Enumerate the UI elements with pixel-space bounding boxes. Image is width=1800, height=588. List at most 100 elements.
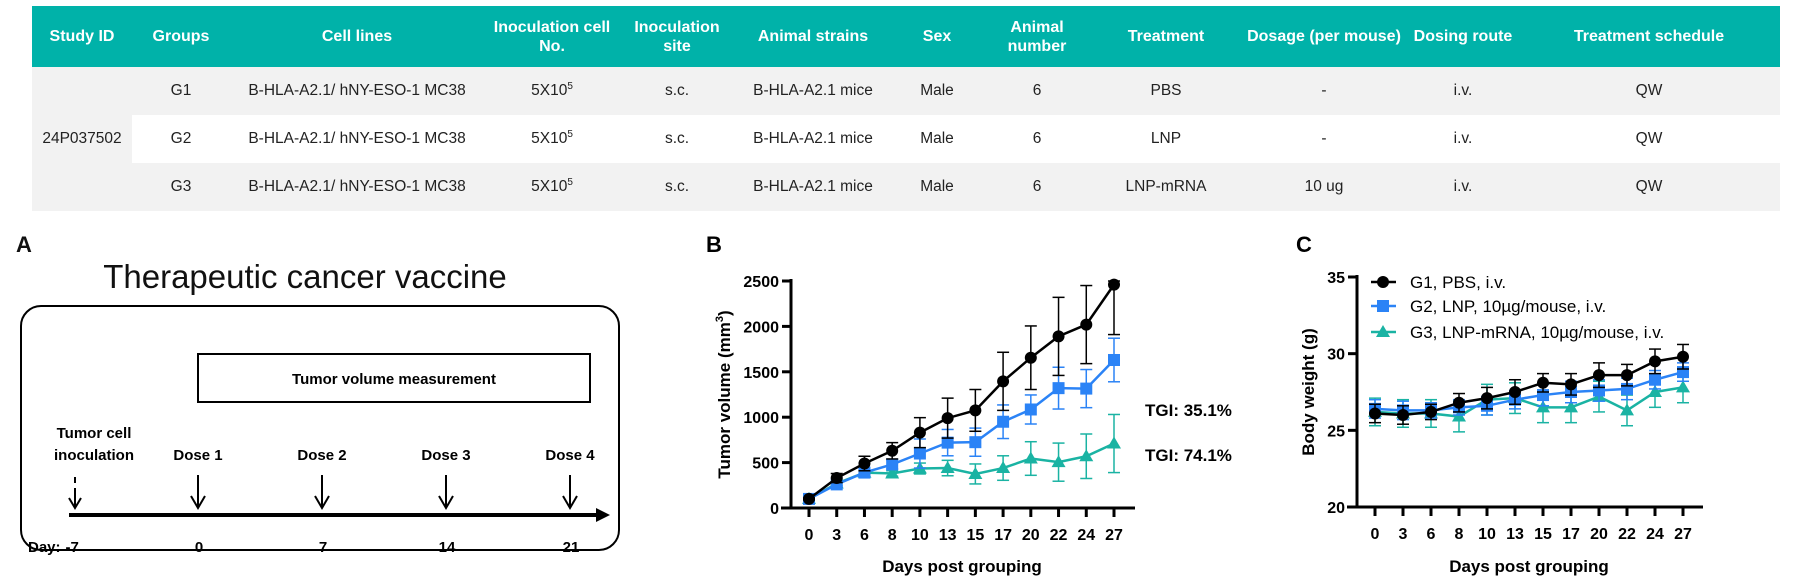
- treatment-schematic: Tumor volume measurement Tumor cell inoc…: [20, 305, 620, 556]
- measurement-box: [197, 353, 591, 403]
- col-header: Treatment: [1092, 6, 1240, 67]
- y-tick-label: 1500: [743, 365, 779, 382]
- cell-schedule: QW: [1518, 67, 1780, 115]
- cell-no-base: 5X10: [531, 82, 568, 100]
- legend-label: G3, LNP-mRNA, 10µg/mouse, i.v.: [1410, 323, 1664, 342]
- cell-cell-line: B-HLA-A2.1/ hNY-ESO-1 MC38: [230, 67, 484, 115]
- study-design-table: Study ID Groups Cell lines Inoculation c…: [32, 6, 1780, 211]
- marker-triangle: [968, 466, 983, 479]
- marker-circle: [830, 472, 843, 485]
- series-line: [808, 359, 1115, 501]
- marker-triangle: [885, 466, 900, 479]
- marker-circle: [969, 404, 982, 417]
- timeline-arrowhead-icon: [596, 508, 610, 522]
- legend-item: G1, PBS, i.v.: [1371, 273, 1506, 292]
- cell-dosage: -: [1240, 115, 1408, 163]
- cell-cell-line: B-HLA-A2.1/ hNY-ESO-1 MC38: [230, 163, 484, 211]
- cell-no-exponent: 5: [567, 81, 573, 93]
- x-axis-label: Days post grouping: [882, 557, 1042, 576]
- marker-square: [858, 466, 871, 479]
- table-row: G3 B-HLA-A2.1/ hNY-ESO-1 MC38 5X105 s.c. B-H…: [32, 163, 1780, 211]
- marker-square: [941, 436, 954, 449]
- marker-triangle: [1648, 385, 1662, 397]
- cell-treatment: LNP: [1092, 115, 1240, 163]
- marker-circle: [1481, 392, 1493, 405]
- x-tick-label: 0: [805, 527, 814, 544]
- cell-no-exponent: 5: [567, 129, 573, 141]
- x-tick-label: 27: [1674, 526, 1692, 543]
- cell-cell-no: 5X105: [484, 115, 620, 163]
- x-axis-label: Days post grouping: [1449, 557, 1609, 576]
- col-header: Animal number: [982, 6, 1092, 67]
- marker-circle: [941, 412, 954, 425]
- marker-square: [886, 458, 899, 471]
- marker-triangle: [1051, 455, 1066, 468]
- marker-circle: [1377, 276, 1389, 288]
- cell-dosage: 10 ug: [1240, 163, 1408, 211]
- y-tick-label: 30: [1327, 347, 1345, 364]
- marker-circle: [803, 492, 815, 505]
- col-header: Sex: [892, 6, 982, 67]
- series-2: [1369, 362, 1689, 421]
- marker-triangle: [1376, 325, 1390, 337]
- arrow-down-icon: [438, 475, 454, 510]
- day-label: 14: [439, 539, 456, 556]
- marker-triangle: [1676, 380, 1690, 393]
- x-tick-label: 13: [1506, 526, 1524, 543]
- marker-circle: [1593, 369, 1605, 382]
- cell-route: i.v.: [1408, 67, 1518, 115]
- y-tick-label: 1000: [743, 410, 779, 427]
- cell-site: s.c.: [620, 115, 734, 163]
- marker-square: [1024, 403, 1037, 416]
- x-tick-label: 22: [1050, 527, 1068, 544]
- x-tick-label: 15: [966, 527, 984, 544]
- series-1: [803, 278, 1120, 505]
- table-row: G2 B-HLA-A2.1/ hNY-ESO-1 MC38 5X105 s.c. B-H…: [32, 115, 1780, 163]
- cell-strain: B-HLA-A2.1 mice: [734, 67, 892, 115]
- day-label: 21: [563, 539, 580, 556]
- marker-square: [1052, 382, 1065, 395]
- schematic-title: Therapeutic cancer vaccine: [103, 258, 507, 295]
- x-tick-label: 8: [888, 527, 897, 544]
- cell-dosage: -: [1240, 67, 1408, 115]
- y-axis-label-end: ): [715, 310, 734, 316]
- marker-square: [1649, 373, 1661, 386]
- col-header: Animal strains: [734, 6, 892, 67]
- series-3: [802, 413, 1121, 504]
- marker-triangle: [1620, 403, 1634, 416]
- x-tick-label: 27: [1105, 527, 1123, 544]
- table-header-row: Study ID Groups Cell lines Inoculation c…: [32, 6, 1780, 67]
- marker-circle: [1537, 376, 1549, 389]
- marker-circle: [1621, 369, 1633, 382]
- tgi-annotation: TGI: 35.1%: [1145, 401, 1232, 420]
- arrow-down-icon: [314, 475, 330, 510]
- panel-letter-b: B: [706, 232, 722, 257]
- marker-circle: [886, 444, 899, 457]
- series-3: [1368, 371, 1690, 433]
- marker-circle: [1024, 351, 1037, 364]
- marker-circle: [1677, 350, 1689, 363]
- x-tick-label: 20: [1590, 526, 1608, 543]
- cell-group: G2: [132, 115, 230, 163]
- col-header: Inoculation cell No.: [484, 6, 620, 67]
- marker-circle: [997, 375, 1010, 388]
- marker-circle: [1052, 330, 1065, 343]
- y-tick-label: 20: [1327, 500, 1345, 517]
- legend-item: G2, LNP, 10µg/mouse, i.v.: [1371, 297, 1606, 316]
- x-tick-label: 24: [1077, 527, 1095, 544]
- cell-cell-line: B-HLA-A2.1/ hNY-ESO-1 MC38: [230, 115, 484, 163]
- cell-group: G1: [132, 67, 230, 115]
- marker-square: [969, 436, 982, 449]
- marker-triangle: [940, 461, 955, 474]
- y-axis-label: Body weight (g): [1299, 328, 1318, 455]
- cell-schedule: QW: [1518, 163, 1780, 211]
- x-tick-label: 0: [1371, 526, 1380, 543]
- series-2: [803, 337, 1120, 505]
- cell-number: 6: [982, 163, 1092, 211]
- tgi-annotation: TGI: 74.1%: [1145, 446, 1232, 465]
- day-label: -7: [66, 539, 79, 556]
- marker-triangle: [1023, 451, 1038, 464]
- inoculation-label: Tumor cell: [57, 425, 132, 442]
- col-header: Treatment schedule: [1518, 6, 1780, 67]
